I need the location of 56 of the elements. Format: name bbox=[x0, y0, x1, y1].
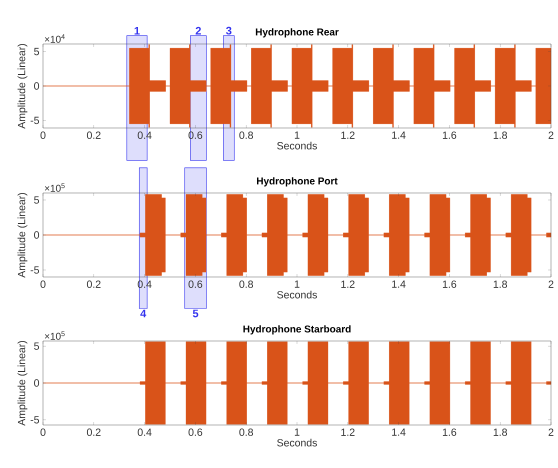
x-tick-label: 0.2 bbox=[86, 132, 101, 139]
y-tick-label: 5 bbox=[34, 342, 40, 350]
x-tick-label: 0 bbox=[40, 428, 46, 436]
x-tick-label: 1.6 bbox=[442, 280, 456, 288]
x-tick-label: 1 bbox=[294, 132, 300, 139]
x-tick-label: 1.6 bbox=[442, 132, 456, 139]
x-tick-label: 0.2 bbox=[86, 428, 101, 436]
y-axis-title: Amplitude (Linear) bbox=[18, 44, 28, 129]
y-tick-label: -5 bbox=[30, 266, 40, 274]
band-label: 1 bbox=[134, 27, 140, 35]
x-tick-label: 0.4 bbox=[138, 428, 152, 436]
y-tick-label: 5 bbox=[34, 48, 40, 56]
x-tick-label: 2 bbox=[548, 280, 554, 288]
x-tick-label: 0.8 bbox=[239, 428, 254, 436]
x-tick-label: 0.8 bbox=[239, 132, 254, 139]
x-tick-label: 0 bbox=[40, 132, 46, 139]
x-tick-label: 1 bbox=[294, 280, 300, 288]
x-axis-title: Seconds bbox=[277, 290, 317, 298]
x-tick-label: 1 bbox=[294, 428, 300, 436]
band-label: 4 bbox=[140, 310, 146, 318]
x-tick-label: 1.8 bbox=[494, 132, 508, 139]
x-tick-label: 0.2 bbox=[86, 280, 101, 288]
chart-title: Hydrophone Rear bbox=[256, 28, 339, 38]
x-tick-label: 1.4 bbox=[392, 280, 406, 288]
x-tick-label: 1.4 bbox=[392, 428, 406, 436]
band-label: 5 bbox=[192, 310, 198, 318]
y-tick-label: -5 bbox=[30, 116, 40, 124]
chart-title: Hydrophone Starboard bbox=[243, 325, 351, 334]
x-tick-label: 1.6 bbox=[442, 428, 456, 436]
y-tick-label: 0 bbox=[34, 379, 40, 387]
x-tick-label: 2 bbox=[548, 428, 554, 436]
chart-title: Hydrophone Port bbox=[256, 177, 338, 186]
x-tick-label: 1.2 bbox=[341, 428, 355, 436]
x-tick-label: 2 bbox=[548, 132, 554, 139]
y-tick-label: 0 bbox=[34, 82, 40, 90]
x-tick-label: 1.2 bbox=[341, 280, 355, 288]
band-label: 2 bbox=[196, 26, 201, 35]
x-tick-label: 1.2 bbox=[341, 132, 355, 139]
text: ×10$^{5}$ bbox=[44, 183, 65, 192]
y-tick-label: 0 bbox=[34, 231, 40, 239]
text: ×10$^{5}$ bbox=[44, 331, 65, 340]
x-axis-title: Seconds bbox=[277, 438, 317, 446]
y-tick-label: -5 bbox=[30, 416, 40, 424]
x-tick-label: 1.8 bbox=[494, 280, 508, 288]
band-label: 3 bbox=[226, 26, 232, 35]
x-tick-label: 1.4 bbox=[392, 132, 406, 139]
x-tick-label: 0.6 bbox=[188, 280, 202, 288]
x-axis-title: Seconds bbox=[277, 142, 317, 150]
x-tick-label: 0.6 bbox=[188, 428, 202, 436]
y-axis-title: Amplitude (Linear) bbox=[18, 340, 28, 426]
x-tick-label: 0 bbox=[40, 280, 46, 288]
y-tick-label: 5 bbox=[34, 196, 40, 204]
y-axis-title: Amplitude (Linear) bbox=[18, 192, 28, 278]
x-tick-label: 1.8 bbox=[494, 428, 508, 436]
text: ×10$^{4}$ bbox=[44, 34, 65, 43]
x-tick-label: 0.8 bbox=[239, 280, 254, 288]
